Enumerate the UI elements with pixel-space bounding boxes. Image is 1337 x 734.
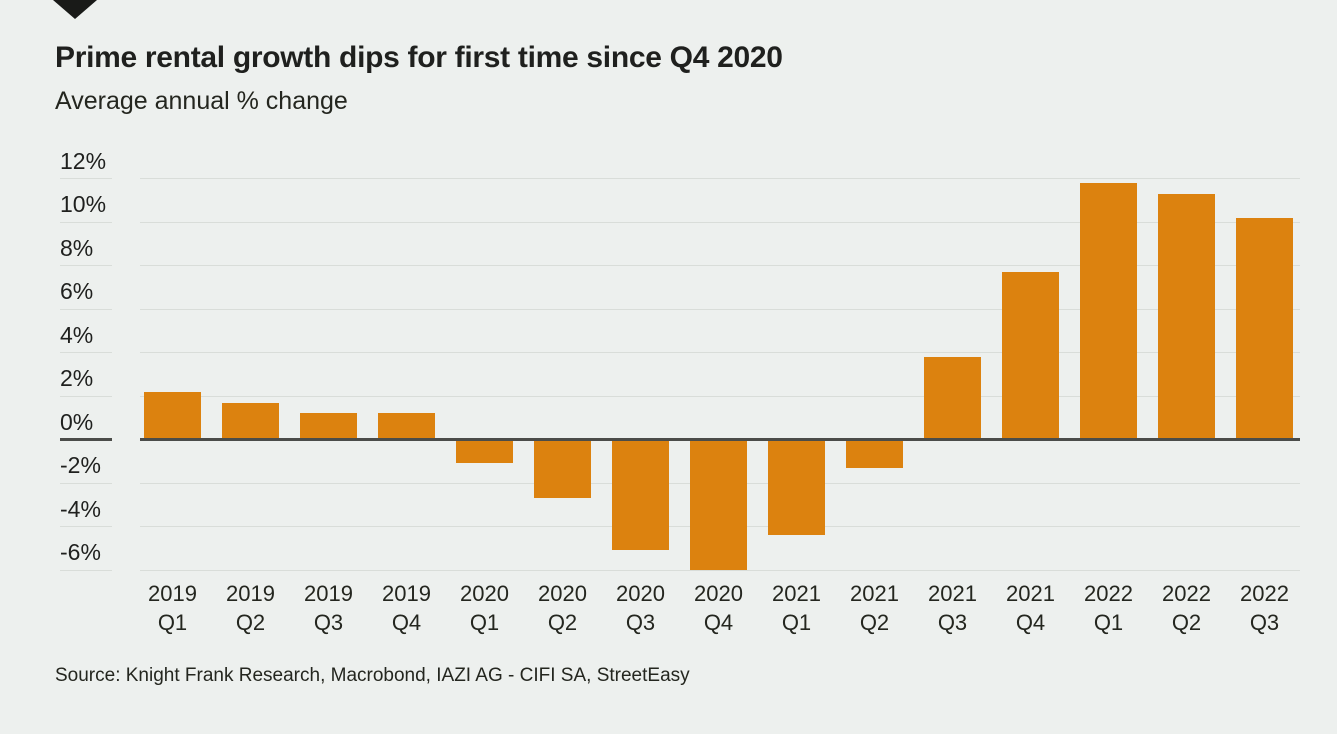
- x-tick-label: 2022 Q2: [1148, 579, 1226, 637]
- bar-2020-q1: [456, 439, 513, 464]
- x-tick-year: 2019: [304, 581, 353, 606]
- x-tick-quarter: Q2: [235, 610, 266, 635]
- x-tick-label: 2019 Q1: [134, 579, 212, 637]
- bar-2021-q2: [846, 439, 903, 468]
- y-gridline: [140, 352, 1300, 353]
- bar-2022-q2: [1158, 193, 1215, 440]
- bar-2021-q4: [1002, 272, 1059, 440]
- x-tick-quarter: Q1: [157, 610, 188, 635]
- x-tick-quarter: Q1: [469, 610, 500, 635]
- x-tick-year: 2022: [1240, 581, 1289, 606]
- y-tick-label: 12%: [60, 147, 107, 174]
- x-tick-year: 2021: [928, 581, 977, 606]
- x-tick-quarter: Q4: [703, 610, 734, 635]
- bar-2020-q3: [612, 439, 669, 551]
- chart-subtitle: Average annual % change: [55, 87, 348, 115]
- y-tick-underline: [60, 221, 112, 223]
- x-tick-label: 2022 Q1: [1070, 579, 1148, 637]
- bar-2021-q3: [924, 356, 981, 440]
- y-gridline: [140, 265, 1300, 266]
- y-tick-label: 6%: [60, 278, 94, 304]
- x-tick-label: 2020 Q2: [524, 579, 602, 637]
- x-tick-quarter: Q2: [547, 610, 578, 635]
- x-tick-quarter: Q1: [1093, 610, 1124, 635]
- y-tick-underline: [60, 482, 112, 484]
- y-gridline: [140, 221, 1300, 223]
- bar-2020-q2: [534, 439, 591, 499]
- y-tick-label: 8%: [60, 234, 94, 261]
- y-tick-underline: [60, 526, 112, 527]
- y-tick-underline: [60, 395, 112, 397]
- x-tick-label: 2019 Q3: [290, 579, 368, 637]
- x-tick-label: 2022 Q3: [1226, 579, 1304, 637]
- y-gridline: [140, 569, 1300, 571]
- bar-2019-q1: [144, 391, 201, 440]
- y-tick-underline: [60, 569, 112, 571]
- x-tick-label: 2021 Q3: [914, 579, 992, 637]
- bar-2019-q3: [300, 413, 357, 440]
- x-tick-year: 2019: [382, 581, 431, 606]
- x-tick-year: 2020: [460, 581, 509, 606]
- x-tick-quarter: Q3: [1249, 610, 1280, 635]
- x-tick-quarter: Q3: [313, 610, 344, 635]
- x-tick-year: 2022: [1162, 581, 1211, 606]
- y-tick-underline: [60, 265, 112, 266]
- bar-2021-q1: [768, 439, 825, 536]
- y-tick-underline: [60, 438, 112, 441]
- x-tick-quarter: Q2: [1171, 610, 1202, 635]
- y-tick-label: 0%: [60, 408, 94, 435]
- y-tick-label: 2%: [60, 365, 94, 391]
- zero-baseline: [140, 438, 1300, 441]
- x-tick-year: 2020: [616, 581, 665, 606]
- x-tick-quarter: Q3: [625, 610, 656, 635]
- x-tick-label: 2019 Q4: [368, 579, 446, 637]
- triangle-down-icon: [53, 0, 97, 19]
- bar-2020-q4: [690, 439, 747, 570]
- x-tick-quarter: Q4: [391, 610, 422, 635]
- x-tick-label: 2021 Q2: [836, 579, 914, 637]
- y-tick-underline: [60, 308, 112, 310]
- x-tick-year: 2019: [148, 581, 197, 606]
- y-gridline: [140, 308, 1300, 310]
- bar-2022-q1: [1080, 182, 1137, 440]
- bar-2019-q4: [378, 413, 435, 440]
- x-tick-year: 2021: [1006, 581, 1055, 606]
- x-tick-quarter: Q1: [781, 610, 812, 635]
- x-tick-year: 2019: [226, 581, 275, 606]
- chart-title: Prime rental growth dips for first time …: [55, 41, 783, 74]
- x-tick-year: 2022: [1084, 581, 1133, 606]
- x-tick-quarter: Q2: [859, 610, 890, 635]
- x-tick-label: 2021 Q1: [758, 579, 836, 637]
- y-tick-underline: [60, 178, 112, 179]
- y-gridline: [140, 395, 1300, 397]
- x-tick-year: 2020: [694, 581, 743, 606]
- x-tick-quarter: Q4: [1015, 610, 1046, 635]
- x-tick-label: 2019 Q2: [212, 579, 290, 637]
- bar-2019-q2: [222, 402, 279, 440]
- bar-2022-q3: [1236, 217, 1293, 440]
- x-tick-quarter: Q3: [937, 610, 968, 635]
- y-tick-label: -6%: [60, 539, 101, 565]
- x-tick-label: 2020 Q1: [446, 579, 524, 637]
- x-tick-label: 2021 Q4: [992, 579, 1070, 637]
- y-tick-label: -4%: [60, 495, 101, 522]
- y-gridline: [140, 178, 1300, 179]
- x-tick-label: 2020 Q3: [602, 579, 680, 637]
- source-note: Source: Knight Frank Research, Macrobond…: [55, 665, 690, 686]
- x-tick-year: 2021: [772, 581, 821, 606]
- x-tick-year: 2020: [538, 581, 587, 606]
- y-tick-label: -2%: [60, 452, 101, 478]
- x-tick-label: 2020 Q4: [680, 579, 758, 637]
- x-tick-year: 2021: [850, 581, 899, 606]
- y-tick-label: 10%: [60, 191, 107, 217]
- y-tick-underline: [60, 352, 112, 353]
- y-tick-label: 4%: [60, 321, 94, 348]
